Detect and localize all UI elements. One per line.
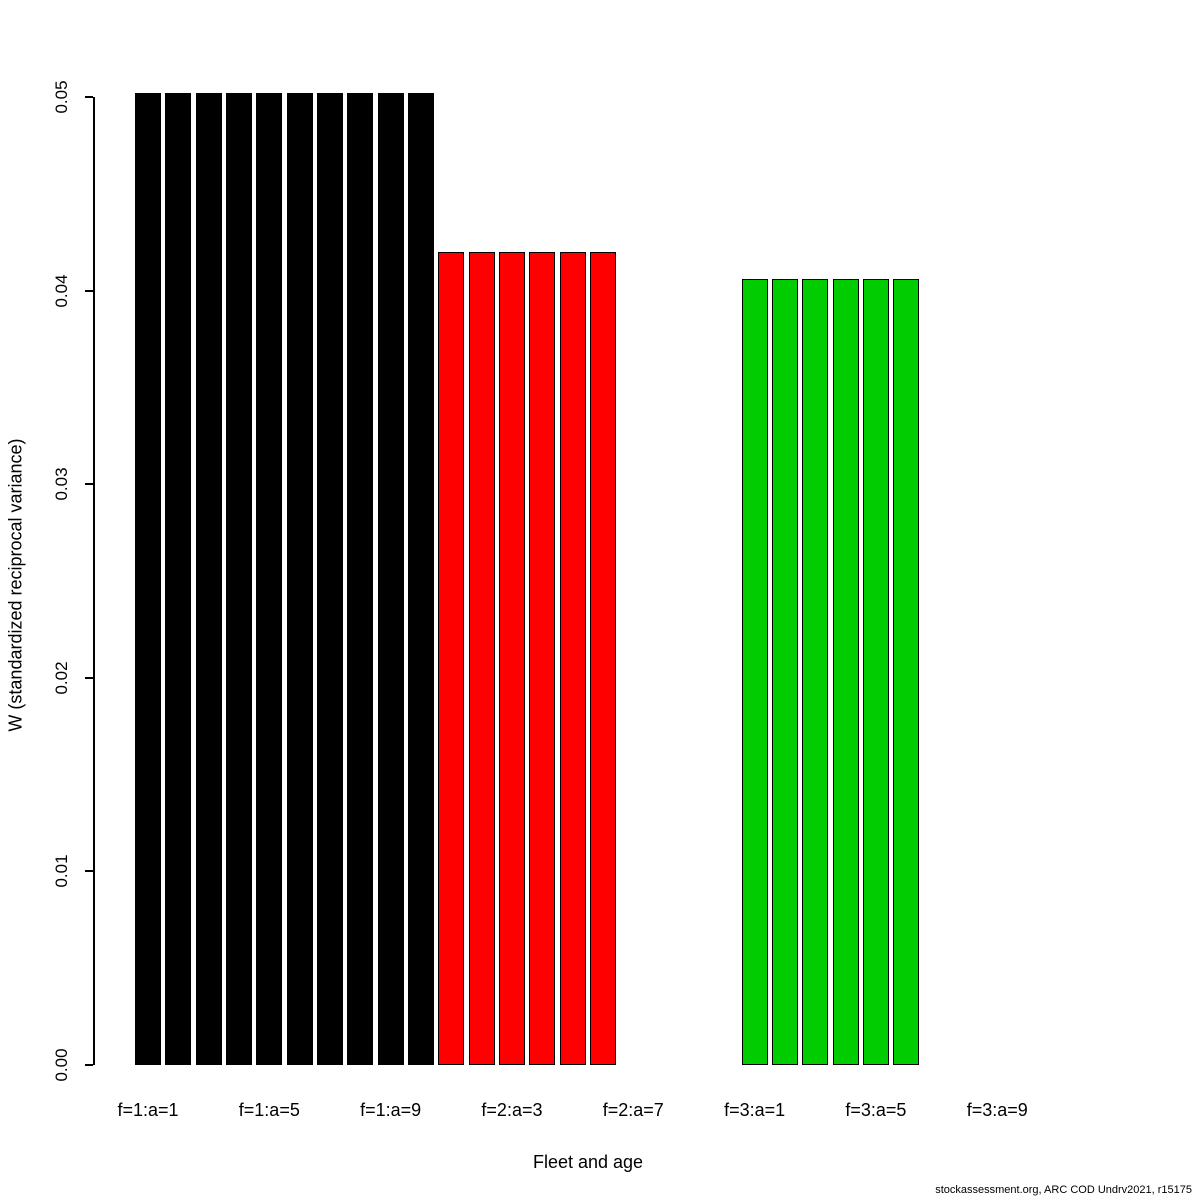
x-tick-label: f=2:a=7 bbox=[602, 1100, 664, 1120]
bar-f=3:a=6 bbox=[893, 278, 920, 1065]
bar-f=1:a=10 bbox=[407, 93, 434, 1065]
bar-f=3:a=5 bbox=[862, 278, 889, 1065]
x-tick-label: f=1:a=1 bbox=[117, 1100, 179, 1120]
y-axis-title: W (standardized reciprocal variance) bbox=[5, 438, 26, 732]
bar-f=3:a=4 bbox=[832, 278, 859, 1065]
y-axis-tick bbox=[85, 483, 93, 486]
bar-f=3:a=3 bbox=[802, 278, 829, 1065]
bar-f=1:a=7 bbox=[316, 93, 343, 1065]
bar-f=1:a=1 bbox=[135, 93, 161, 1065]
bar-f=1:a=3 bbox=[195, 93, 222, 1065]
y-tick-label: 0.00 bbox=[52, 1048, 71, 1082]
y-axis-tick bbox=[85, 1064, 93, 1066]
x-tick-label: f=1:a=9 bbox=[360, 1100, 422, 1120]
x-tick-label: f=2:a=3 bbox=[481, 1100, 543, 1120]
bar-f=3:a=2 bbox=[771, 278, 798, 1065]
bar-f=1:a=5 bbox=[256, 93, 283, 1065]
y-tick-label: 0.04 bbox=[52, 274, 71, 308]
bar-f=2:a=5 bbox=[559, 251, 586, 1065]
bar-f=2:a=2 bbox=[468, 251, 495, 1065]
bar-f=1:a=8 bbox=[347, 93, 374, 1065]
y-tick-label: 0.02 bbox=[52, 661, 71, 695]
bar-f=2:a=3 bbox=[498, 251, 525, 1065]
x-tick-label: f=3:a=5 bbox=[845, 1100, 907, 1120]
x-tick-label: f=3:a=9 bbox=[966, 1100, 1028, 1120]
y-tick-label: 0.05 bbox=[52, 80, 71, 114]
bar-f=2:a=1 bbox=[438, 251, 465, 1065]
x-axis-title: Fleet and age bbox=[532, 1152, 644, 1172]
y-tick-label: 0.01 bbox=[52, 854, 71, 888]
bar-f=2:a=6 bbox=[589, 251, 616, 1065]
y-axis-tick bbox=[85, 870, 93, 873]
y-axis-tick bbox=[85, 96, 93, 98]
bar-f=2:a=4 bbox=[529, 251, 556, 1065]
bar-f=1:a=4 bbox=[225, 93, 252, 1065]
y-tick-label: 0.03 bbox=[52, 467, 71, 501]
y-axis-tick bbox=[85, 676, 93, 679]
watermark-text: stockassessment.org, ARC COD Undrv2021, … bbox=[935, 1184, 1192, 1196]
bar-f=3:a=1 bbox=[741, 278, 768, 1065]
bar-f=1:a=6 bbox=[286, 93, 313, 1065]
y-axis-line bbox=[93, 97, 95, 1065]
bar-f=1:a=2 bbox=[165, 93, 192, 1065]
x-tick-label: f=1:a=5 bbox=[238, 1100, 300, 1120]
x-tick-label: f=3:a=1 bbox=[724, 1100, 786, 1120]
y-axis-tick bbox=[85, 289, 93, 292]
bar-f=1:a=9 bbox=[377, 93, 404, 1065]
